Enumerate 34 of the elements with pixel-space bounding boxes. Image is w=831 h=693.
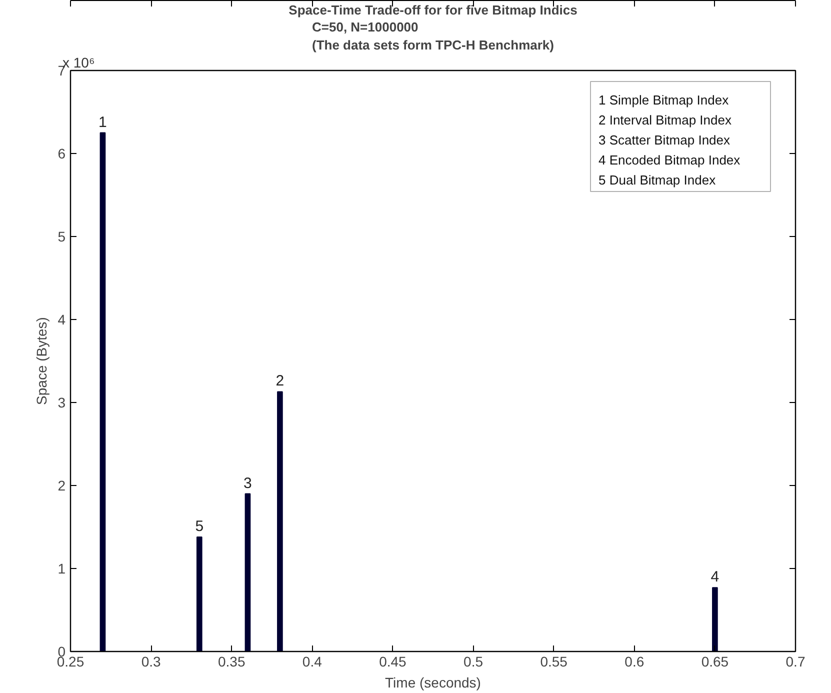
annotation: 2	[276, 372, 284, 390]
x-tick-label: 0.7	[786, 654, 806, 670]
annotation: 5	[195, 518, 204, 535]
x-tick-label: 0.4	[302, 654, 322, 670]
bar	[100, 132, 106, 652]
y-tick-label: 1	[58, 560, 66, 576]
x-tick-label: 0.65	[701, 654, 729, 670]
y-tick-label: 4	[58, 312, 66, 328]
annotation: 2 Interval Bitmap Index	[598, 112, 732, 128]
x-tick-label: 0.5	[464, 654, 484, 670]
x-tick-label: 0.3	[141, 654, 161, 670]
bar	[712, 587, 718, 652]
x-tick-label: 0.6	[624, 654, 644, 670]
x-axis-title: Time (seconds)	[385, 674, 481, 690]
x-tick-label: 0.55	[540, 654, 568, 670]
chart-subtitle: C=50, N=1000000 (The data sets form TPC-H Benchmark)	[312, 20, 554, 52]
annotation: 4	[710, 568, 720, 586]
x-tick-label: 0.45	[379, 654, 407, 670]
bar	[244, 493, 251, 652]
y-tick-label: 2	[58, 478, 66, 494]
annotation: 5 Dual Bitmap Index	[598, 172, 716, 188]
y-tick-label: 5	[58, 228, 66, 244]
annotation: 4 Encoded Bitmap Index	[598, 152, 741, 168]
annotation: 3 Scatter Bitmap Index	[598, 132, 731, 148]
y-axis-title: Space (Bytes)	[34, 317, 50, 405]
bar	[277, 391, 283, 652]
annotation: 1	[98, 114, 107, 131]
y-tick-label: 6	[58, 146, 66, 162]
annotation: 1 Simple Bitmap Index	[598, 92, 730, 108]
chart-title: Space-Time Trade-off for for five Bitmap Indics	[288, 2, 578, 18]
bar	[196, 536, 202, 652]
y-tick-label: 3	[58, 394, 66, 410]
x-tick-label: 0.35	[218, 654, 246, 670]
annotation: 3	[244, 474, 252, 492]
